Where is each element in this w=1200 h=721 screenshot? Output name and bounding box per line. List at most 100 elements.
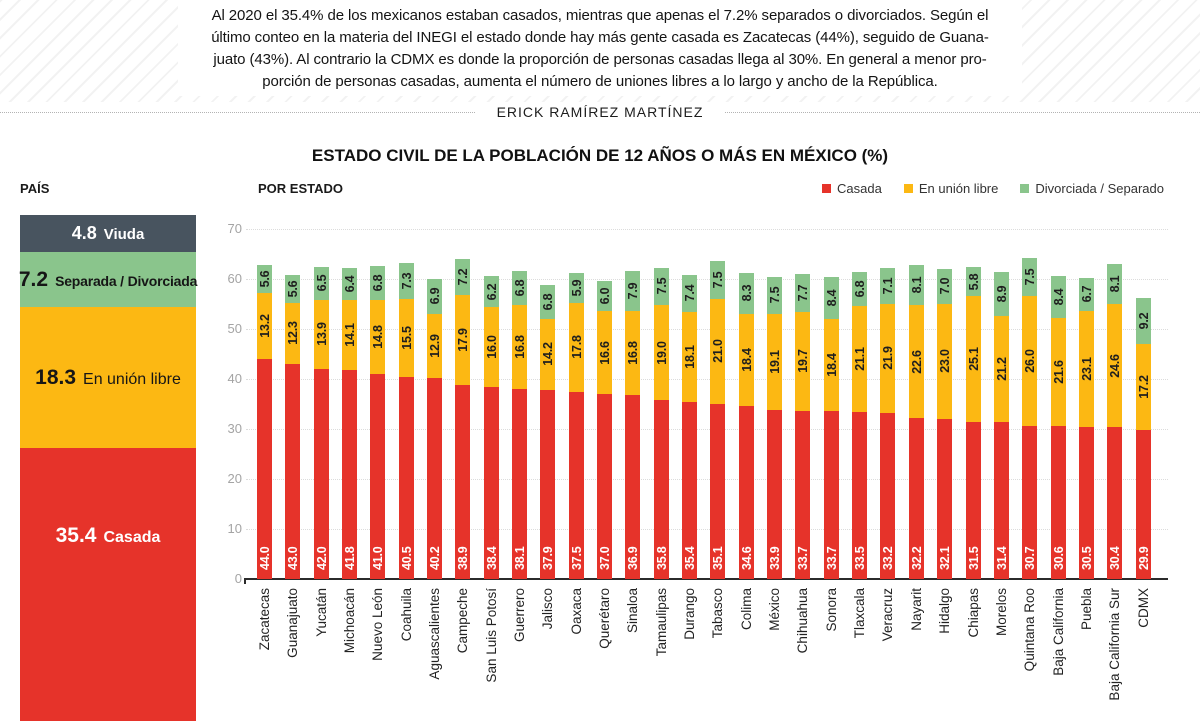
bar-value-divorciada: 7.4 bbox=[682, 284, 697, 302]
y-gridline bbox=[246, 229, 1168, 230]
bar-value-casada: 38.4 bbox=[484, 546, 499, 570]
country-segment-label: 4.8 Viuda bbox=[72, 223, 145, 244]
bar-segment-casada bbox=[625, 394, 640, 579]
bar-value-union-libre: 12.9 bbox=[427, 333, 442, 358]
bar-segment-divorciada bbox=[342, 267, 357, 300]
bar-value-divorciada: 7.1 bbox=[880, 277, 895, 295]
bar-segment-union-libre bbox=[569, 302, 584, 392]
bar-segment-divorciada bbox=[682, 274, 697, 312]
country-segment-name: Casada bbox=[103, 529, 161, 546]
bar-segment-casada bbox=[1136, 429, 1151, 579]
y-gridline bbox=[246, 329, 1168, 330]
bar-segment-union-libre bbox=[370, 300, 385, 374]
bar-segment-divorciada bbox=[767, 276, 782, 314]
bar-segment-divorciada bbox=[370, 266, 385, 300]
bar-value-casada: 38.9 bbox=[455, 546, 470, 570]
bar-segment-divorciada bbox=[739, 272, 754, 314]
y-gridline bbox=[246, 529, 1168, 530]
bar-value-union-libre: 14.2 bbox=[540, 342, 555, 366]
bar-value-union-libre: 19.1 bbox=[767, 349, 782, 374]
bar-segment-divorciada bbox=[399, 262, 414, 299]
bar-value-divorciada: 6.5 bbox=[314, 274, 329, 292]
bar-value-union-libre: 13.9 bbox=[314, 322, 329, 347]
bar-segment-union-libre bbox=[285, 302, 300, 364]
bar-segment-casada bbox=[710, 403, 725, 579]
bar-segment-divorciada bbox=[852, 272, 867, 306]
country-stacked-bar: 4.8 Viuda 7.2 Separada / Divorciada 18.3 En u… bbox=[19, 215, 197, 721]
legend-item: Divorciada / Separado bbox=[1020, 181, 1164, 196]
bar-segment-union-libre bbox=[597, 311, 612, 394]
country-segment-name: Viuda bbox=[103, 226, 145, 243]
bar-value-divorciada: 6.8 bbox=[852, 280, 867, 298]
bar-value-casada: 32.1 bbox=[937, 546, 952, 570]
bar-value-casada: 30.4 bbox=[1107, 546, 1122, 570]
bar-segment-union-libre bbox=[909, 305, 924, 418]
bar-segment-casada bbox=[682, 402, 697, 579]
intro-line: porción de personas casadas, aumenta el … bbox=[262, 73, 938, 90]
bar-segment-union-libre bbox=[795, 312, 810, 411]
bar-value-union-libre: 15.5 bbox=[399, 325, 414, 350]
bar-segment-casada bbox=[795, 410, 810, 579]
x-axis-label: Tlaxcala bbox=[851, 588, 867, 639]
bar-value-casada: 33.9 bbox=[767, 546, 782, 570]
country-segment: 18.3 En unión libre bbox=[20, 307, 196, 448]
bar-segment-union-libre bbox=[512, 304, 527, 389]
bar-value-union-libre: 14.8 bbox=[370, 325, 385, 349]
bar-value-divorciada: 6.4 bbox=[342, 275, 357, 292]
bar-value-divorciada: 6.2 bbox=[484, 283, 499, 300]
bar-value-divorciada: 7.9 bbox=[625, 282, 640, 300]
bar-value-divorciada: 8.3 bbox=[739, 284, 754, 302]
bar-segment-casada bbox=[994, 422, 1009, 579]
bar-segment-casada bbox=[824, 410, 839, 579]
bar-value-union-libre: 17.8 bbox=[569, 335, 584, 359]
bar-value-divorciada: 8.1 bbox=[909, 276, 924, 294]
country-segment-value: 18.3 bbox=[35, 365, 77, 389]
bar-value-divorciada: 5.8 bbox=[966, 273, 981, 290]
bar-segment-union-libre bbox=[399, 299, 414, 377]
x-axis-label: Zacatecas bbox=[256, 588, 272, 651]
y-gridline bbox=[246, 279, 1168, 280]
country-segment: 7.2 Separada / Divorciada bbox=[19, 252, 197, 307]
bar-value-casada: 41.8 bbox=[342, 546, 357, 570]
y-gridline bbox=[246, 429, 1168, 430]
bar-value-casada: 42.0 bbox=[314, 546, 329, 570]
legend-label: Divorciada / Separado bbox=[1035, 181, 1164, 196]
bar-value-casada: 35.8 bbox=[654, 546, 669, 570]
x-axis-label: Yucatán bbox=[313, 588, 329, 637]
bar-segment-union-libre bbox=[682, 311, 697, 402]
bar-value-divorciada: 7.5 bbox=[767, 286, 782, 304]
bar-value-union-libre: 18.4 bbox=[824, 352, 839, 377]
bar-value-casada: 33.7 bbox=[824, 546, 839, 570]
bar-segment-casada bbox=[569, 391, 584, 579]
x-axis-label: México bbox=[766, 588, 782, 631]
country-segment-label: 7.2 Separada / Divorciada bbox=[19, 268, 197, 292]
bar-segment-divorciada bbox=[512, 270, 527, 305]
bar-value-divorciada: 8.4 bbox=[824, 289, 839, 306]
y-axis-tick-label: 30 bbox=[227, 421, 242, 436]
x-axis-label: Tamaulipas bbox=[653, 588, 669, 657]
intro-line: último conteo en la materia del INEGI el… bbox=[211, 29, 989, 46]
bar-segment-union-libre bbox=[739, 314, 754, 406]
bar-segment-union-libre bbox=[824, 318, 839, 411]
bar-segment-casada bbox=[1022, 425, 1037, 579]
bar-value-casada: 29.9 bbox=[1136, 546, 1151, 570]
bar-segment-divorciada bbox=[1107, 263, 1122, 304]
legend-swatch-icon bbox=[822, 184, 832, 193]
bar-segment-union-libre bbox=[455, 295, 470, 385]
bar-segment-casada bbox=[739, 406, 754, 579]
bar-value-union-libre: 26.0 bbox=[1022, 348, 1037, 373]
y-gridline bbox=[246, 379, 1168, 380]
x-axis-label: Morelos bbox=[993, 588, 1009, 637]
x-axis-label: Hidalgo bbox=[936, 588, 952, 634]
bar-value-casada: 35.4 bbox=[682, 546, 697, 570]
bar-value-casada: 30.6 bbox=[1051, 546, 1066, 570]
country-segment-value: 35.4 bbox=[55, 524, 97, 547]
bar-segment-union-libre bbox=[710, 298, 725, 404]
bar-value-union-libre: 18.4 bbox=[739, 348, 754, 372]
bar-value-union-libre: 23.0 bbox=[937, 349, 952, 373]
bar-value-casada: 36.9 bbox=[625, 546, 640, 570]
bar-value-union-libre: 22.6 bbox=[909, 349, 924, 374]
bar-segment-divorciada bbox=[1022, 258, 1037, 296]
bar-segment-divorciada bbox=[795, 273, 810, 312]
byline-dotted-line-left bbox=[0, 111, 475, 113]
